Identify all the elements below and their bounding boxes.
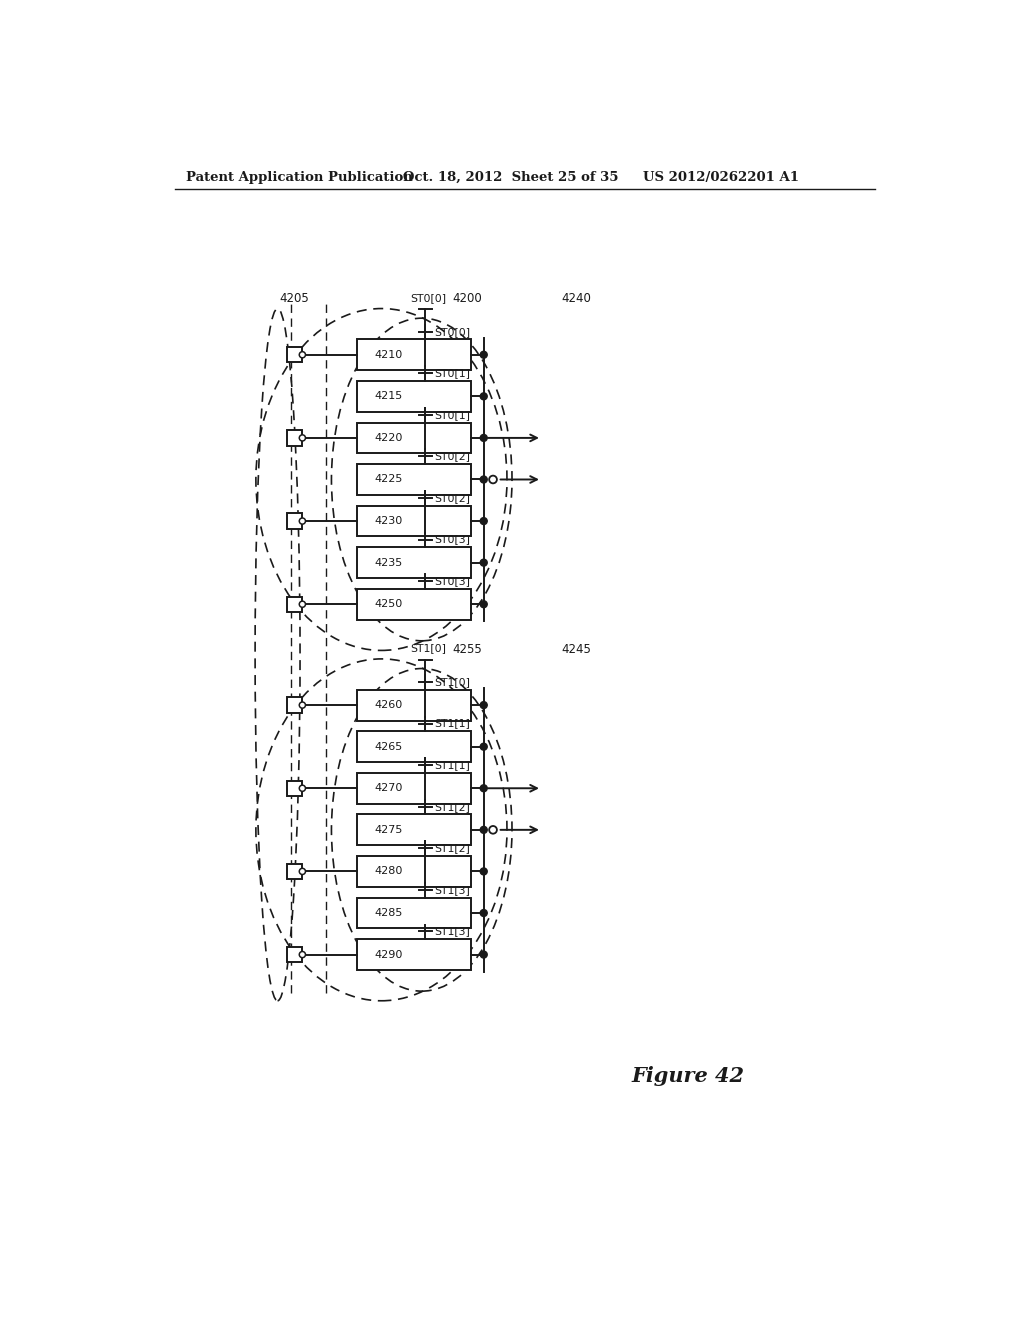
Text: ST0[2]: ST0[2] bbox=[434, 492, 470, 503]
Bar bbox=[287, 946, 302, 962]
Text: 4200: 4200 bbox=[453, 293, 482, 305]
Text: ST1[1]: ST1[1] bbox=[434, 760, 470, 770]
Text: Figure 42: Figure 42 bbox=[632, 1067, 744, 1086]
Bar bbox=[356, 465, 471, 495]
Circle shape bbox=[480, 743, 487, 750]
Circle shape bbox=[480, 477, 487, 483]
Text: 4245: 4245 bbox=[561, 643, 591, 656]
Text: ST1[0]: ST1[0] bbox=[434, 677, 470, 686]
Text: ST1[1]: ST1[1] bbox=[434, 718, 470, 729]
Text: 4290: 4290 bbox=[375, 949, 402, 960]
Circle shape bbox=[480, 560, 487, 566]
Bar bbox=[356, 940, 471, 970]
Text: 4210: 4210 bbox=[375, 350, 402, 360]
Text: ST1[2]: ST1[2] bbox=[434, 801, 470, 812]
Bar bbox=[356, 589, 471, 619]
Text: Oct. 18, 2012  Sheet 25 of 35: Oct. 18, 2012 Sheet 25 of 35 bbox=[403, 172, 618, 185]
Text: ST0[2]: ST0[2] bbox=[434, 451, 470, 462]
Bar bbox=[356, 898, 471, 928]
Bar bbox=[356, 548, 471, 578]
Circle shape bbox=[480, 517, 487, 524]
Text: 4260: 4260 bbox=[375, 700, 402, 710]
Circle shape bbox=[480, 869, 487, 875]
Circle shape bbox=[489, 826, 497, 834]
Circle shape bbox=[480, 434, 487, 441]
Bar bbox=[287, 697, 302, 713]
Circle shape bbox=[299, 601, 305, 607]
Bar bbox=[356, 857, 471, 887]
Text: ST1[3]: ST1[3] bbox=[434, 884, 470, 895]
Circle shape bbox=[480, 826, 487, 833]
Circle shape bbox=[299, 517, 305, 524]
Bar bbox=[287, 863, 302, 879]
Text: 4220: 4220 bbox=[375, 433, 402, 444]
Bar bbox=[356, 506, 471, 536]
Bar bbox=[356, 339, 471, 370]
Circle shape bbox=[489, 475, 497, 483]
Bar bbox=[356, 731, 471, 762]
Circle shape bbox=[480, 601, 487, 607]
Text: 4255: 4255 bbox=[453, 643, 482, 656]
Circle shape bbox=[299, 785, 305, 792]
Circle shape bbox=[480, 952, 487, 958]
Circle shape bbox=[299, 952, 305, 958]
Text: 4265: 4265 bbox=[375, 742, 402, 751]
Bar bbox=[287, 430, 302, 446]
Bar bbox=[356, 381, 471, 412]
Circle shape bbox=[299, 434, 305, 441]
Text: ST0[3]: ST0[3] bbox=[434, 535, 470, 545]
Text: ST0[0]: ST0[0] bbox=[410, 293, 446, 304]
Bar bbox=[287, 780, 302, 796]
Text: US 2012/0262201 A1: US 2012/0262201 A1 bbox=[643, 172, 800, 185]
Text: 4205: 4205 bbox=[280, 292, 309, 305]
Text: 4225: 4225 bbox=[375, 474, 402, 484]
Bar bbox=[356, 422, 471, 453]
Text: 4235: 4235 bbox=[375, 557, 402, 568]
Bar bbox=[287, 597, 302, 612]
Bar bbox=[356, 774, 471, 804]
Bar bbox=[356, 689, 471, 721]
Circle shape bbox=[480, 702, 487, 709]
Text: 4250: 4250 bbox=[375, 599, 402, 610]
Text: 4275: 4275 bbox=[375, 825, 402, 834]
Text: Patent Application Publication: Patent Application Publication bbox=[186, 172, 413, 185]
Text: ST0[1]: ST0[1] bbox=[434, 409, 470, 420]
Circle shape bbox=[299, 869, 305, 875]
Text: ST1[3]: ST1[3] bbox=[434, 927, 470, 936]
Text: 4280: 4280 bbox=[375, 866, 402, 876]
Bar bbox=[287, 347, 302, 363]
Circle shape bbox=[480, 909, 487, 916]
Circle shape bbox=[480, 393, 487, 400]
Circle shape bbox=[480, 785, 487, 792]
Text: ST0[0]: ST0[0] bbox=[434, 326, 470, 337]
Circle shape bbox=[299, 702, 305, 709]
Text: ST0[1]: ST0[1] bbox=[434, 368, 470, 379]
Bar bbox=[287, 513, 302, 529]
Bar bbox=[356, 814, 471, 845]
Text: ST1[2]: ST1[2] bbox=[434, 843, 470, 853]
Text: ST0[3]: ST0[3] bbox=[434, 576, 470, 586]
Text: ST1[0]: ST1[0] bbox=[410, 644, 445, 653]
Text: 4215: 4215 bbox=[375, 391, 402, 401]
Circle shape bbox=[480, 351, 487, 358]
Text: 4285: 4285 bbox=[375, 908, 402, 917]
Text: 4270: 4270 bbox=[375, 783, 402, 793]
Text: 4230: 4230 bbox=[375, 516, 402, 527]
Circle shape bbox=[299, 351, 305, 358]
Text: 4240: 4240 bbox=[561, 293, 591, 305]
